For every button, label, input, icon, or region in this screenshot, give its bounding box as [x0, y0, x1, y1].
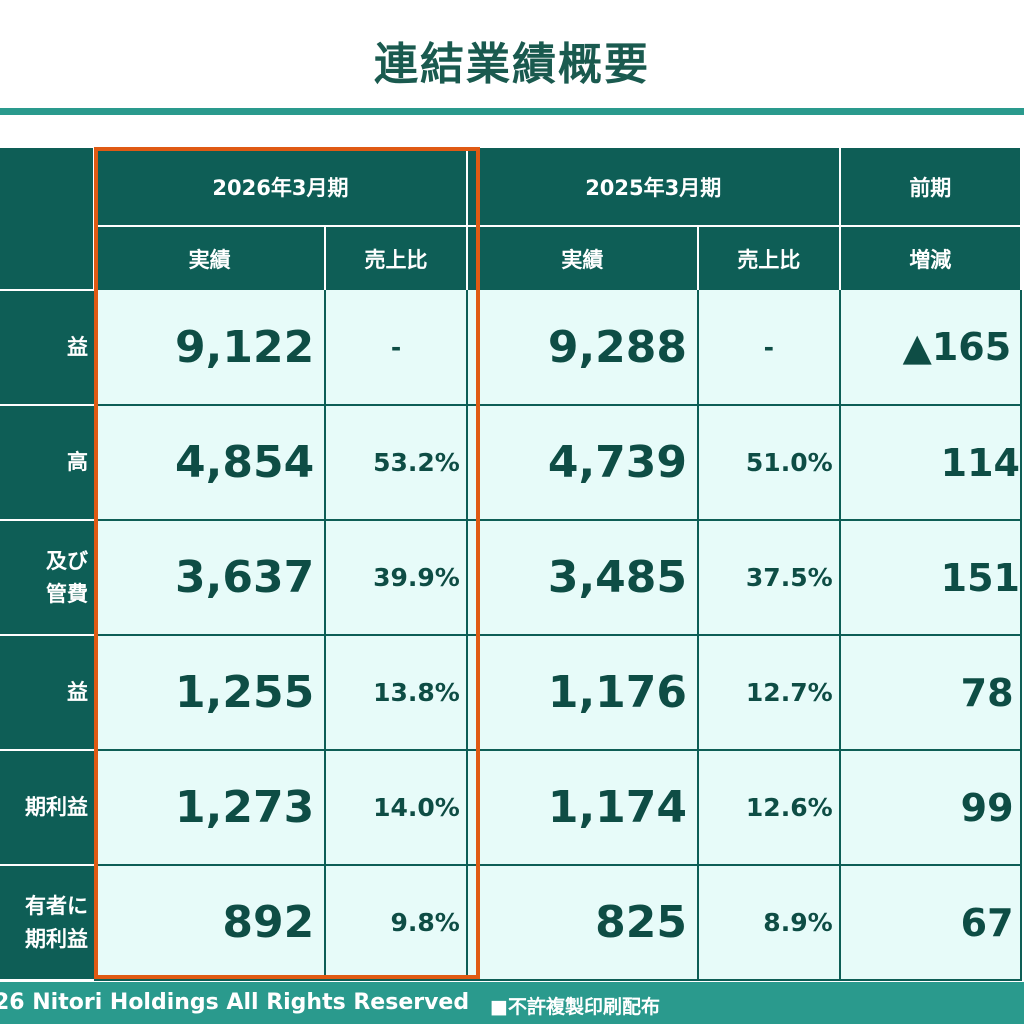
- period-header-fy2025: 2025年3月期: [466, 148, 841, 227]
- table-row: 益 1,255 13.8% 1,176 12.7% 78: [0, 635, 1023, 751]
- value-fy2026: 892: [94, 865, 327, 981]
- ratio-fy2026: 13.8%: [325, 635, 468, 751]
- ratio-fy2026: -: [325, 290, 468, 406]
- subheader-ratio-fy2025: 売上比: [698, 226, 841, 290]
- ratio-fy2026: 14.0%: [325, 750, 468, 866]
- slide-title: 連結業績概要: [374, 39, 650, 90]
- period-header-previous: 前期: [839, 148, 1023, 227]
- subheader-actual-fy2025: 実績: [466, 226, 700, 290]
- value-fy2025: 9,288: [466, 290, 700, 406]
- subheader-actual-fy2026: 実績: [94, 226, 327, 290]
- table-row: 高 4,854 53.2% 4,739 51.0% 114: [0, 405, 1023, 521]
- table-row: 有者に期利益 892 9.8% 825 8.9% 67: [0, 865, 1023, 981]
- row-label-line1: 有者に: [25, 893, 89, 918]
- change-value: ▲165: [839, 290, 1023, 406]
- value-fy2025: 1,174: [466, 750, 700, 866]
- ratio-fy2026: 53.2%: [325, 405, 468, 521]
- row-label: 期利益: [0, 750, 95, 866]
- value-fy2026: 4,854: [94, 405, 327, 521]
- change-value: 99: [839, 750, 1023, 866]
- ratio-fy2025: 12.7%: [698, 635, 841, 751]
- row-label-line2: 管費: [46, 581, 89, 606]
- value-fy2026: 3,637: [94, 520, 327, 636]
- value-fy2025: 3,485: [466, 520, 700, 636]
- value-fy2026: 1,273: [94, 750, 327, 866]
- value-fy2025: 4,739: [466, 405, 700, 521]
- row-label-line1: 及び: [46, 548, 89, 573]
- row-label-line2: 期利益: [25, 926, 89, 951]
- ratio-fy2025: -: [698, 290, 841, 406]
- ratio-fy2026: 39.9%: [325, 520, 468, 636]
- ratio-fy2025: 8.9%: [698, 865, 841, 981]
- footer-copyright: 26 Nitori Holdings All Rights Reserved: [0, 990, 470, 1015]
- change-value: 151: [839, 520, 1023, 636]
- ratio-fy2025: 12.6%: [698, 750, 841, 866]
- ratio-fy2026: 9.8%: [325, 865, 468, 981]
- row-label: 高: [0, 405, 95, 521]
- header-corner: [0, 148, 96, 291]
- change-value: 78: [839, 635, 1023, 751]
- ratio-fy2025: 37.5%: [698, 520, 841, 636]
- value-fy2025: 825: [466, 865, 700, 981]
- table-row: 期利益 1,273 14.0% 1,174 12.6% 99: [0, 750, 1023, 866]
- row-label: 及び 管費: [0, 520, 95, 636]
- period-header-fy2026: 2026年3月期: [94, 148, 468, 227]
- value-fy2026: 1,255: [94, 635, 327, 751]
- change-value: 67: [839, 865, 1023, 981]
- ratio-fy2025: 51.0%: [698, 405, 841, 521]
- financial-summary-table: 2026年3月期 2025年3月期 前期 実績 売上比 実績 売上比 増減 益 …: [0, 148, 1023, 981]
- row-label: 有者に 期利益: [0, 865, 95, 981]
- value-fy2025: 1,176: [466, 635, 700, 751]
- table-row: 益 9,122 - 9,288 - ▲165: [0, 290, 1023, 406]
- footer-notice: ■不許複製印刷配布: [490, 996, 660, 1018]
- row-label: 益: [0, 290, 95, 406]
- footer-bar: 26 Nitori Holdings All Rights Reserved ■…: [0, 982, 1024, 1024]
- table-row: 及び管費 3,637 39.9% 3,485 37.5% 151: [0, 520, 1023, 636]
- change-value: 114: [839, 405, 1023, 521]
- title-divider: [0, 108, 1024, 115]
- row-label: 益: [0, 635, 95, 751]
- value-fy2026: 9,122: [94, 290, 327, 406]
- subheader-change: 増減: [839, 226, 1023, 290]
- subheader-ratio-fy2026: 売上比: [325, 226, 468, 290]
